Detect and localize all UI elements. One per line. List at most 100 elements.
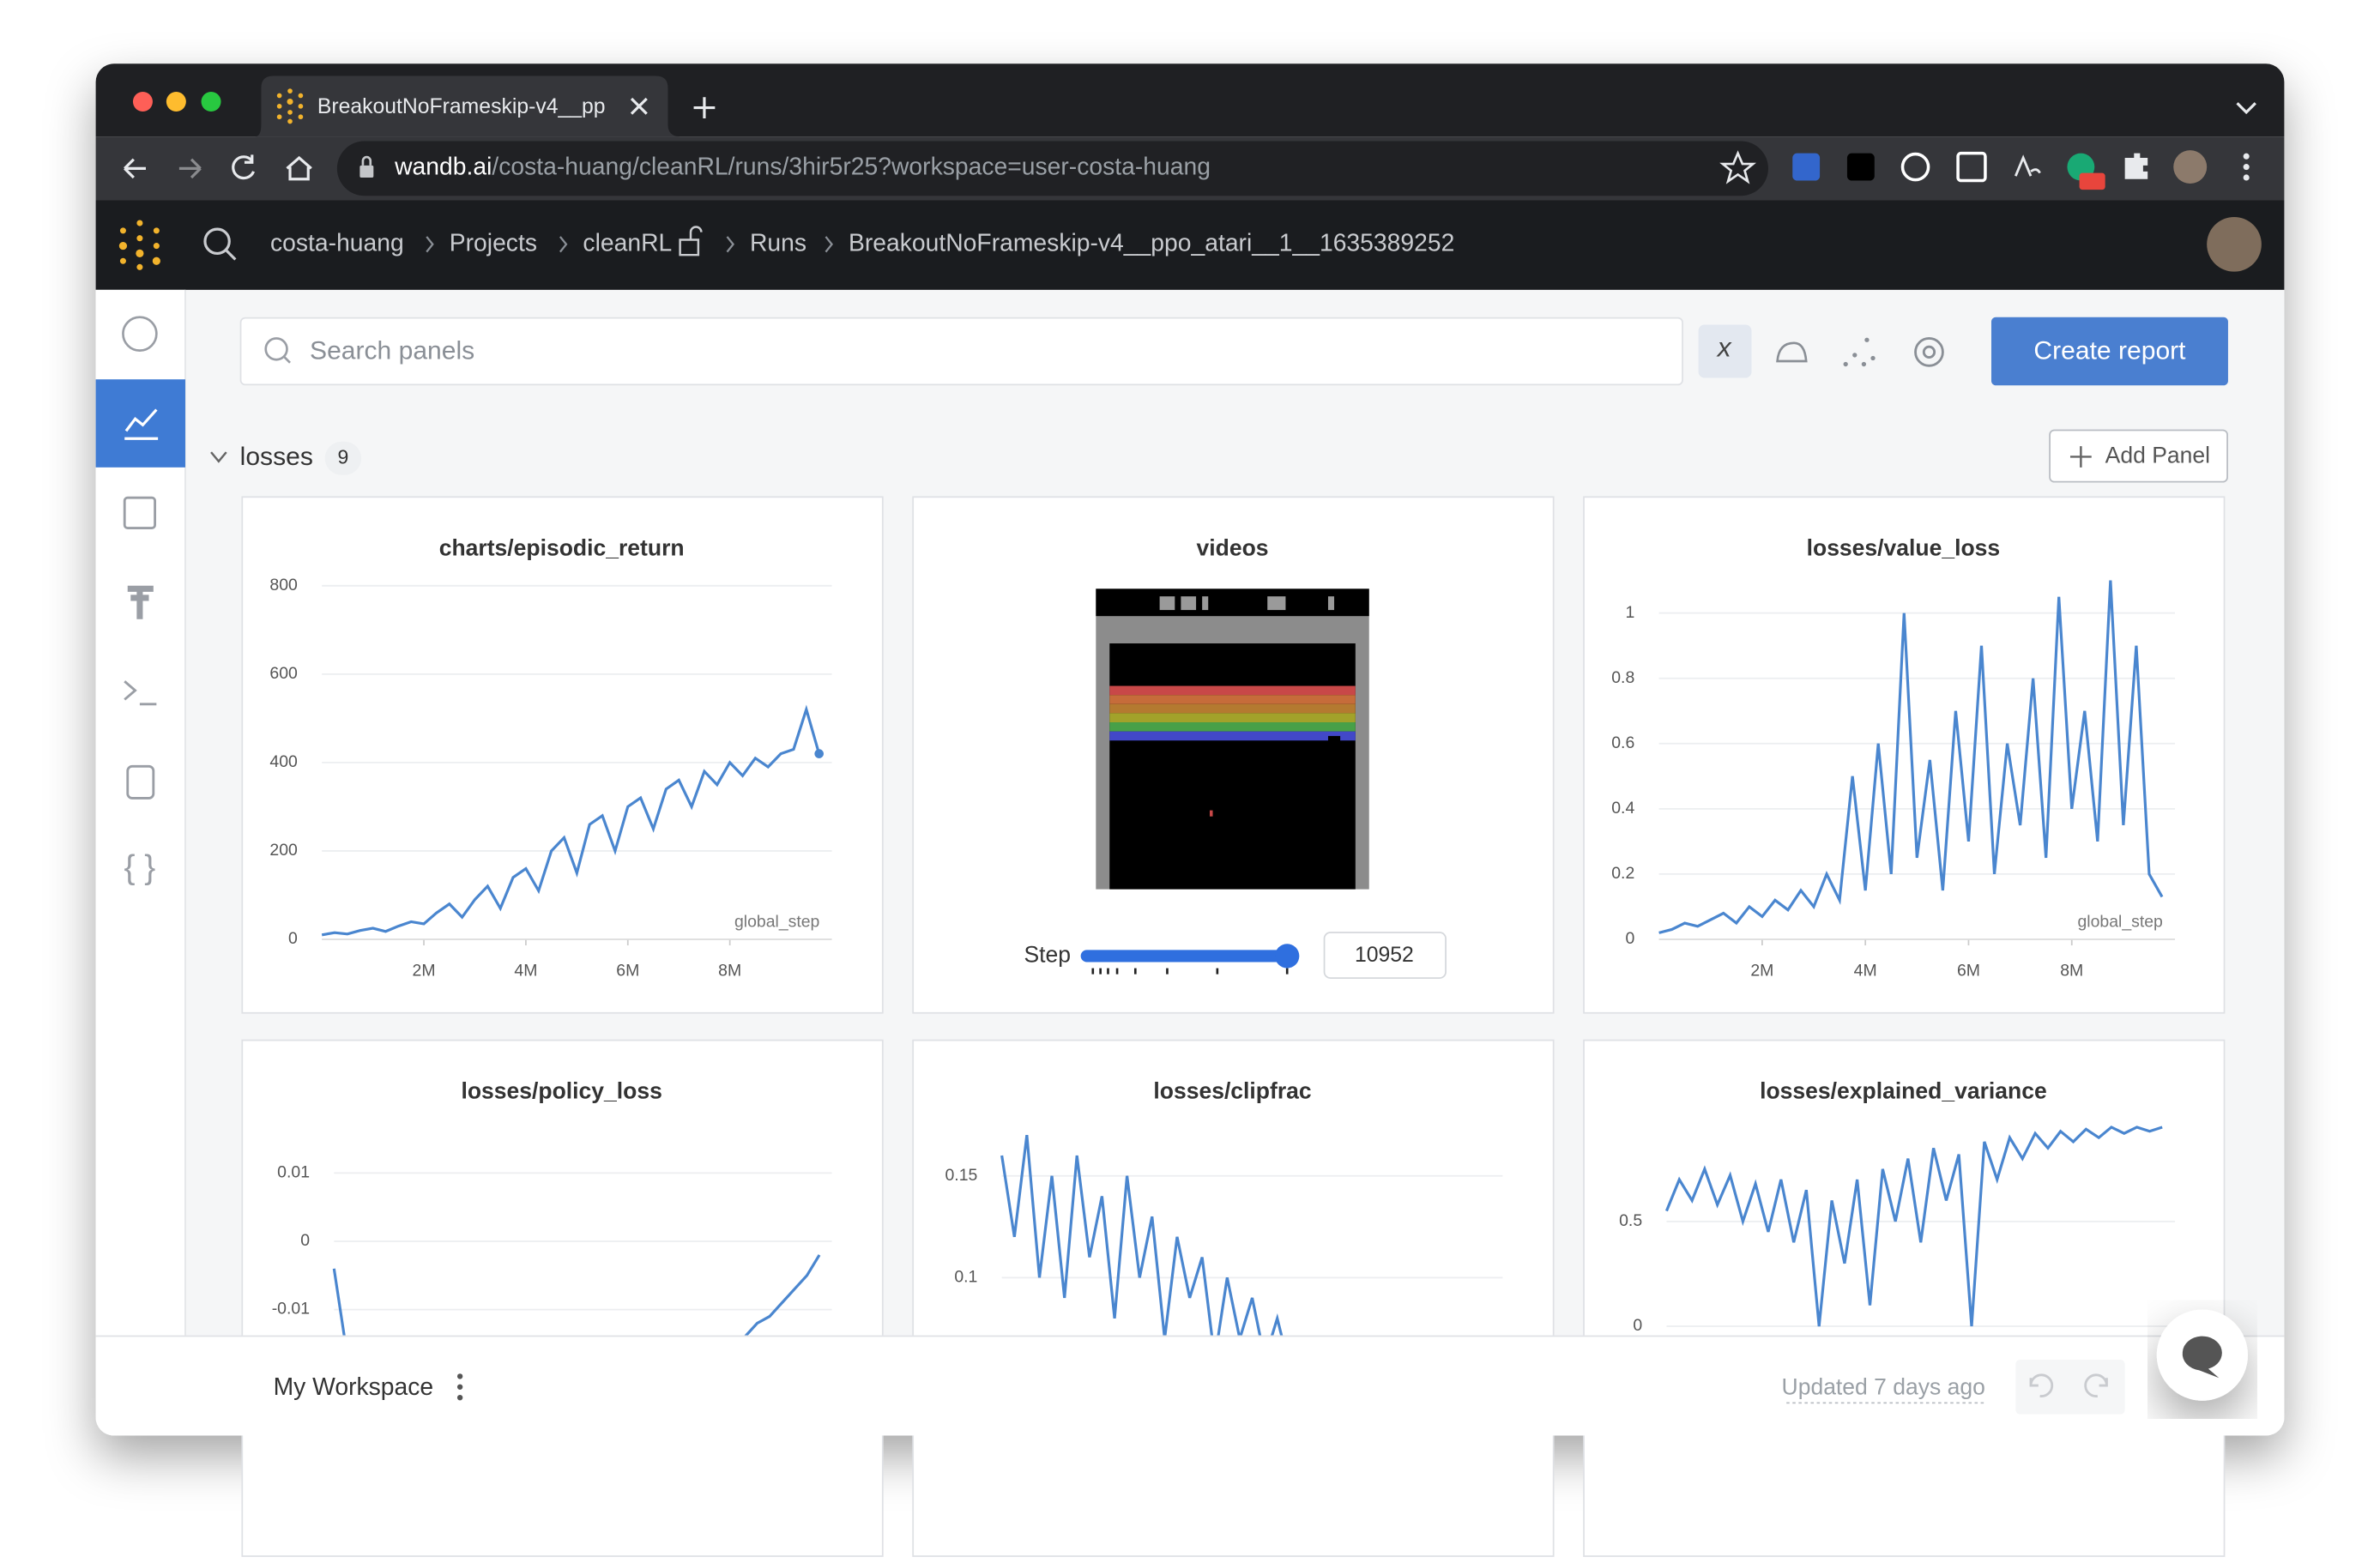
home-button[interactable]	[286, 155, 312, 181]
last-point	[814, 749, 824, 758]
bookmark-star[interactable]	[1719, 150, 1756, 184]
create-report-button[interactable]	[1990, 317, 2228, 386]
video-score-bar	[1096, 588, 1369, 617]
breadcrumb[interactable]: costa-huang	[270, 228, 404, 256]
code-icon[interactable]: { }	[124, 849, 155, 886]
back-button[interactable]	[124, 158, 146, 179]
updated-label: Updated 7 days ago	[1782, 1374, 1985, 1400]
x-axis-label: global_step	[734, 913, 819, 932]
step-slider[interactable]	[1080, 950, 1290, 963]
panel	[1583, 1039, 2226, 1557]
y-tick-label: 0.4	[1611, 799, 1634, 818]
tab-menu[interactable]	[2236, 102, 2256, 115]
step-value: 10952	[1355, 944, 1414, 967]
search-panels[interactable]	[239, 317, 1683, 386]
panel	[241, 1039, 884, 1557]
series-line	[1664, 1125, 2163, 1327]
breadcrumb[interactable]: cleanRL	[583, 228, 672, 256]
add-panel-button[interactable]	[2049, 429, 2228, 483]
undo-button[interactable]	[2029, 1373, 2054, 1397]
collapse-toggle[interactable]	[210, 451, 227, 463]
panel	[241, 496, 884, 1014]
brick-row	[1109, 722, 1356, 732]
y-tick-label: 0.2	[1611, 864, 1634, 883]
search-icon	[283, 355, 291, 364]
y-tick-label: 1	[1625, 603, 1634, 622]
max-dot[interactable]	[201, 92, 221, 112]
brick-row	[1109, 703, 1356, 714]
logs-icon[interactable]	[124, 680, 157, 706]
settings-button[interactable]	[1914, 337, 1944, 367]
breadcrumb[interactable]: Runs	[750, 228, 806, 256]
x-axis-icon: x	[1716, 331, 1732, 362]
y-tick-label: 0.1	[954, 1267, 977, 1286]
system-icon[interactable]	[123, 496, 157, 530]
search-placeholder: Search panels	[310, 336, 474, 365]
workspace-name[interactable]: My Workspace	[274, 1373, 434, 1400]
address-bar[interactable]	[336, 141, 1768, 196]
panel	[912, 1039, 1555, 1557]
y-tick-label: 0	[1625, 929, 1634, 948]
create-report-label: Create report	[2033, 336, 2186, 365]
section-name: losses	[240, 443, 313, 471]
workspace-menu[interactable]	[456, 1373, 463, 1401]
tab-title: BreakoutNoFrameskip-v4__pp	[317, 95, 606, 118]
y-tick-label: -0.01	[272, 1300, 310, 1319]
overview-icon[interactable]	[122, 316, 158, 352]
step-ticks	[1091, 968, 1289, 975]
breadcrumb[interactable]: Projects	[450, 228, 537, 256]
min-dot[interactable]	[166, 92, 186, 112]
brick-row	[1109, 713, 1356, 723]
step-input[interactable]	[1323, 932, 1447, 979]
x-tick-label: 4M	[1854, 961, 1877, 980]
step-slider-thumb[interactable]	[1275, 944, 1300, 969]
files-icon[interactable]	[126, 764, 155, 800]
close-dot[interactable]	[132, 92, 153, 112]
tab-close[interactable]	[630, 97, 648, 115]
reload-button[interactable]	[232, 154, 256, 180]
search-icon[interactable]	[203, 227, 231, 256]
video-playfield	[1109, 643, 1356, 890]
user-avatar[interactable]	[2207, 216, 2262, 272]
outliers-button[interactable]	[1843, 337, 1876, 367]
wandb-logo[interactable]	[118, 220, 160, 270]
ext-icon[interactable]	[1956, 151, 1987, 183]
add-icon	[2069, 446, 2092, 468]
panel-title: charts/episodic_return	[439, 534, 685, 560]
add-panel-label: Add Panel	[2105, 442, 2210, 468]
ext-icon[interactable]	[1900, 152, 1930, 182]
y-tick-label: 200	[269, 841, 298, 860]
y-tick-label: 600	[269, 664, 298, 683]
section-count-badge	[324, 441, 362, 475]
ext-icon[interactable]	[1846, 153, 1875, 181]
panel-title: videos	[1197, 534, 1269, 560]
active-tab[interactable]	[255, 75, 680, 137]
redo-button[interactable]	[2084, 1373, 2108, 1397]
url-domain: wandb.ai	[394, 153, 492, 180]
undo-redo	[2015, 1359, 2125, 1415]
ext-icon[interactable]	[2014, 154, 2041, 177]
ext-icon[interactable]	[1792, 153, 1821, 181]
y-tick-label: 0.5	[1619, 1211, 1642, 1230]
x-tick-label: 2M	[1750, 961, 1773, 980]
x-axis-label: global_step	[2077, 913, 2162, 932]
x-tick-label: 6M	[1957, 961, 1980, 980]
x-axis-button[interactable]	[1698, 324, 1752, 378]
ext-badge	[2079, 172, 2105, 190]
x-tick-label: 6M	[616, 961, 639, 980]
panel-title: losses/policy_loss	[461, 1078, 661, 1104]
tensorboard-icon[interactable]	[127, 585, 154, 619]
forward-button[interactable]	[178, 158, 202, 179]
lock-open-icon	[679, 226, 703, 256]
browser-menu[interactable]	[2243, 153, 2250, 181]
profile-avatar[interactable]	[2173, 150, 2208, 184]
breadcrumb[interactable]: BreakoutNoFrameskip-v4__ppo_atari__1__16…	[849, 228, 1454, 256]
series-line	[321, 704, 821, 937]
y-tick-label: 0	[300, 1231, 310, 1250]
search-icon	[225, 249, 237, 261]
url: wandb.ai/costa-huang/cleanRL/runs/3hir5r…	[394, 153, 1211, 180]
new-tab[interactable]	[693, 97, 716, 118]
extensions-button[interactable]	[2124, 153, 2148, 179]
smoothing-button[interactable]	[1776, 341, 1808, 363]
brick-row	[1109, 695, 1356, 704]
